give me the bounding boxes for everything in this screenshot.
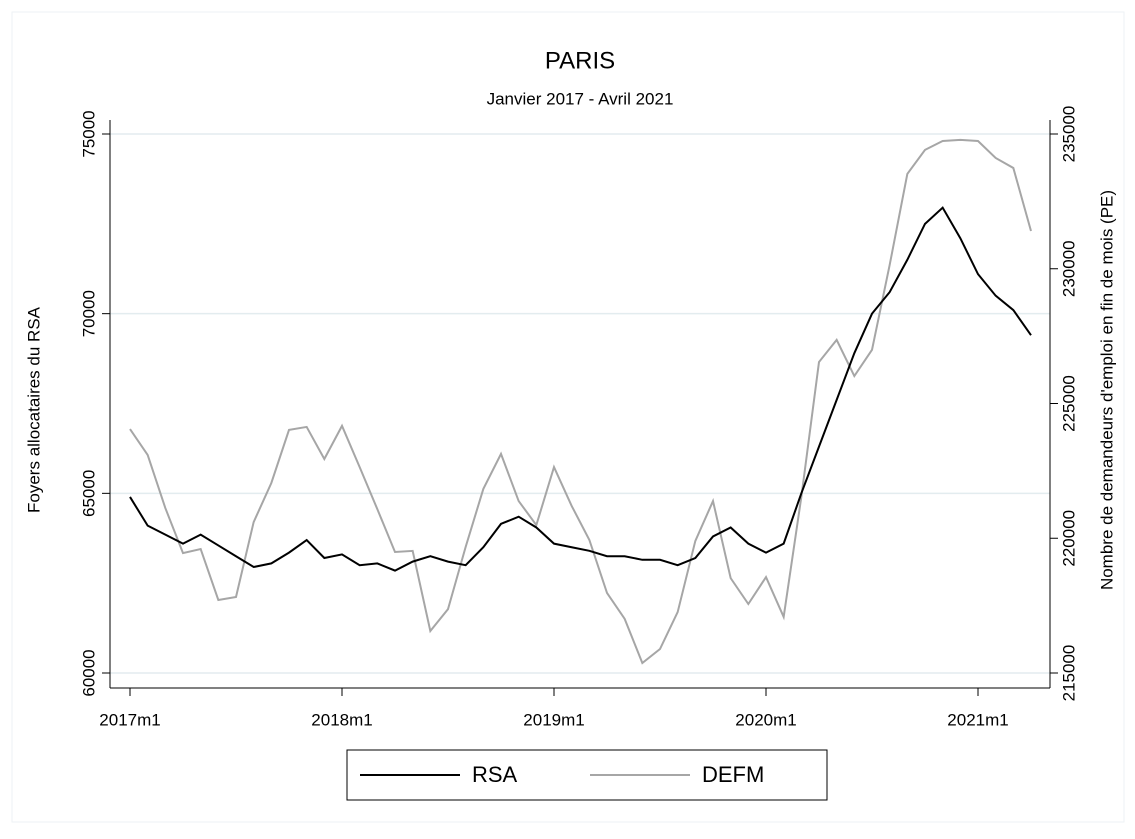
- chart-subtitle: Janvier 2017 - Avril 2021: [487, 89, 674, 108]
- y2-tick-label: 220000: [1059, 510, 1078, 567]
- legend-box: [346, 749, 828, 801]
- y2-tick-label: 215000: [1059, 645, 1078, 702]
- legend-label: RSA: [472, 762, 518, 787]
- y-tick-label: 65000: [79, 470, 98, 517]
- y2-tick-label: 230000: [1059, 240, 1078, 297]
- chart-frame: [11, 11, 1125, 823]
- x-tick-label: 2020m1: [735, 710, 796, 729]
- y2-tick-label: 225000: [1059, 375, 1078, 432]
- y-tick-label: 70000: [79, 290, 98, 337]
- x-tick-label: 2021m1: [947, 710, 1008, 729]
- chart-title: PARIS: [545, 47, 615, 74]
- legend-label: DEFM: [702, 762, 764, 787]
- series-line: [129, 138, 1032, 665]
- series-line: [129, 206, 1032, 572]
- y2-axis-title: Nombre de demandeurs d'emploi en fin de …: [1097, 190, 1116, 590]
- x-tick-label: 2017m1: [99, 710, 160, 729]
- y2-tick-label: 235000: [1059, 106, 1078, 163]
- y-axis-title: Foyers allocataires du RSA: [24, 306, 43, 513]
- y-tick-label: 60000: [79, 649, 98, 696]
- x-tick-label: 2019m1: [523, 710, 584, 729]
- y-tick-label: 75000: [79, 110, 98, 157]
- x-tick-label: 2018m1: [311, 710, 372, 729]
